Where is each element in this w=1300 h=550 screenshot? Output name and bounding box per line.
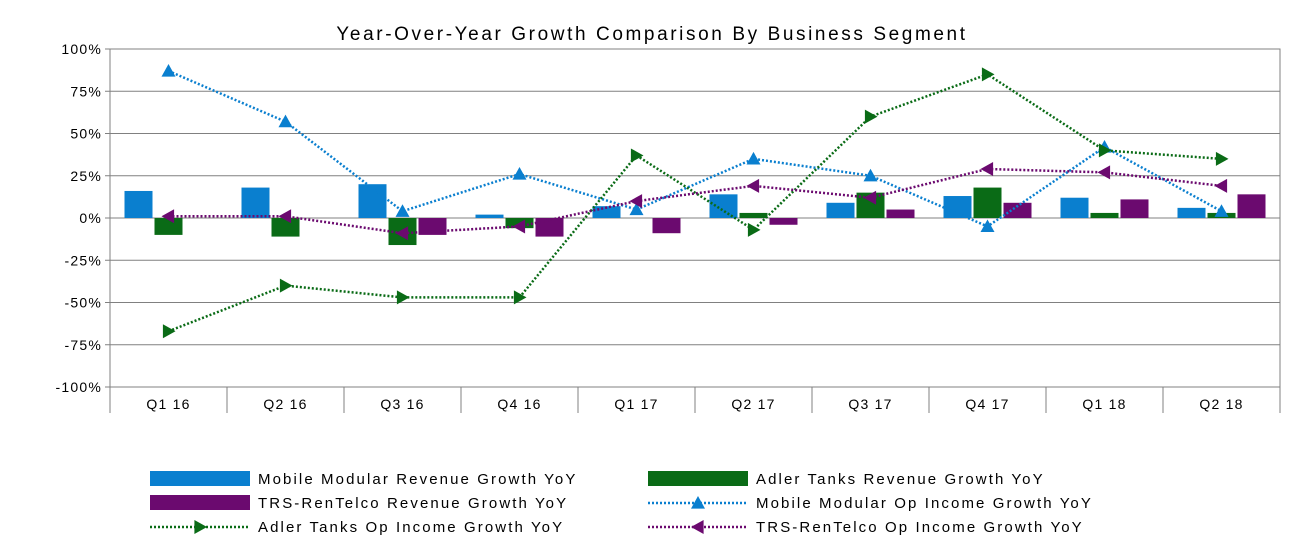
point (629, 194, 643, 209)
series-line (168, 72, 1222, 333)
bar (241, 187, 270, 218)
series-line (168, 167, 1222, 235)
chart-title: Year-Over-Year Growth Comparison By Busi… (336, 24, 967, 45)
x-tick-label: Q2 17 (731, 396, 775, 412)
point (746, 178, 760, 193)
point (864, 109, 878, 124)
bar (769, 218, 798, 225)
legend-item: Mobile Modular Op Income Growth YoY (648, 495, 1093, 512)
y-axis: 100% 75% 50% 25% 0% -25% -50% -75% -100% (56, 41, 110, 395)
point (1098, 143, 1112, 158)
bar (358, 184, 387, 218)
legend-label: Adler Tanks Revenue Growth YoY (756, 471, 1045, 488)
y-tick-label: 25% (70, 168, 102, 184)
bar (826, 202, 855, 218)
bar (652, 218, 681, 234)
point (278, 209, 292, 224)
legend-label: Mobile Modular Revenue Growth YoY (258, 471, 577, 488)
legend-label: Mobile Modular Op Income Growth YoY (756, 495, 1093, 512)
legend-item: TRS-RenTelco Op Income Growth YoY (648, 519, 1084, 536)
point (981, 67, 995, 82)
legend-item: Adler Tanks Op Income Growth YoY (150, 519, 564, 536)
legend-swatch (150, 495, 250, 510)
bar (943, 196, 972, 218)
bar (1120, 199, 1149, 218)
legend: Mobile Modular Revenue Growth YoY Adler T… (150, 471, 1093, 536)
point (980, 219, 995, 233)
x-tick-label: Q4 16 (497, 396, 541, 412)
series-line (168, 69, 1223, 228)
point (630, 148, 644, 163)
y-tick-label: -100% (56, 379, 102, 395)
point (691, 520, 704, 534)
legend-label: TRS-RenTelco Op Income Growth YoY (756, 519, 1084, 536)
legend-label: TRS-RenTelco Revenue Growth YoY (258, 495, 568, 512)
bar (154, 218, 183, 235)
point (162, 324, 176, 339)
x-axis: Q1 16 Q2 16 Q3 16 Q4 16 Q1 17 Q2 17 Q3 17 Q4 17… (109, 387, 1281, 413)
bar (1177, 207, 1206, 218)
point (161, 209, 175, 224)
point (747, 222, 761, 237)
point (512, 167, 527, 180)
bar (973, 187, 1002, 218)
x-tick-label: Q1 16 (146, 396, 190, 412)
bar (535, 218, 564, 237)
y-tick-label: -75% (65, 337, 102, 353)
y-tick-label: -25% (65, 252, 102, 268)
gridlines (110, 90, 1280, 346)
x-tick-label: Q2 18 (1199, 396, 1243, 412)
y-tick-label: 75% (70, 83, 102, 99)
point (395, 204, 410, 217)
point (980, 161, 994, 176)
point (279, 278, 293, 293)
point (395, 226, 409, 241)
x-tick-label: Q1 18 (1082, 396, 1126, 412)
point (1214, 204, 1229, 217)
bar-series (124, 184, 1266, 246)
point (863, 168, 878, 182)
bar (1237, 194, 1266, 218)
point (513, 290, 527, 305)
bar (1003, 202, 1032, 218)
point (1215, 151, 1229, 166)
bar (886, 209, 915, 218)
bar (124, 190, 153, 218)
x-tick-label: Q3 17 (848, 396, 892, 412)
x-tick-label: Q3 16 (380, 396, 424, 412)
point (691, 496, 705, 509)
point (863, 190, 877, 205)
legend-item: Mobile Modular Revenue Growth YoY (150, 471, 577, 488)
legend-swatch (648, 471, 748, 486)
point (161, 63, 176, 77)
bar (739, 212, 768, 218)
point (512, 219, 526, 234)
legend-swatch (150, 471, 250, 486)
x-tick-label: Q4 17 (965, 396, 1009, 412)
point (1097, 165, 1111, 180)
line-series (161, 63, 1229, 339)
y-tick-label: 0% (79, 210, 102, 226)
legend-item: Adler Tanks Revenue Growth YoY (648, 471, 1045, 488)
point (629, 202, 644, 216)
bar (1060, 197, 1089, 218)
bar (475, 214, 504, 218)
point (278, 114, 293, 128)
legend-item: TRS-RenTelco Revenue Growth YoY (150, 495, 568, 512)
legend-label: Adler Tanks Op Income Growth YoY (258, 519, 564, 536)
bar (271, 218, 300, 237)
x-tick-label: Q2 16 (263, 396, 307, 412)
point (746, 151, 761, 165)
bar (592, 206, 621, 218)
point (194, 520, 207, 534)
y-tick-label: -50% (65, 295, 102, 311)
y-tick-label: 100% (61, 41, 102, 57)
bar (1090, 212, 1119, 218)
x-tick-label: Q1 17 (614, 396, 658, 412)
bar (709, 194, 738, 218)
point (396, 290, 410, 305)
point (1214, 178, 1228, 193)
y-tick-label: 50% (70, 126, 102, 142)
